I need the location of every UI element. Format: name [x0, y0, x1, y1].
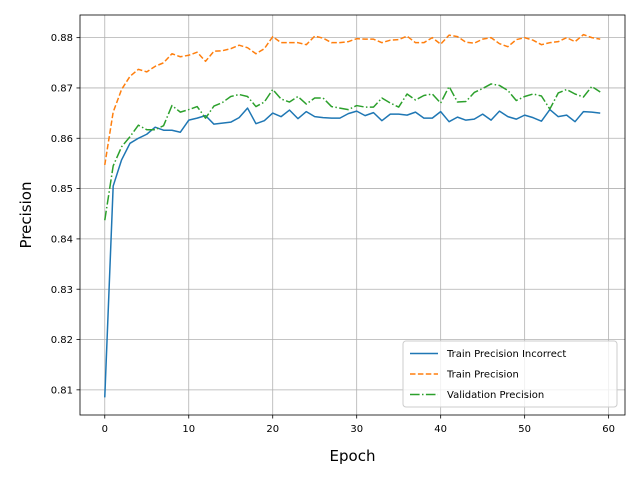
x-tick-label: 20	[266, 424, 279, 435]
y-tick-label: 0.81	[51, 385, 73, 396]
y-tick-label: 0.87	[51, 84, 73, 95]
legend-box	[402, 340, 618, 408]
series-line-0	[104, 107, 601, 398]
series-lines	[104, 33, 601, 398]
series-line-1	[104, 33, 601, 166]
x-tick-label: 0	[102, 424, 108, 435]
x-axis-label: Epoch	[330, 447, 376, 465]
y-tick-label: 0.88	[51, 33, 73, 44]
legend-label-2: Validation Precision	[447, 390, 544, 401]
y-tick-label: 0.82	[51, 335, 73, 346]
x-tick-label: 50	[518, 424, 531, 435]
axis-ticks: 0 10 20 30 40 50 60 0.81 0.82 0.83 0.84 0.85 0.86 0.8…	[51, 33, 615, 435]
x-tick-label: 30	[350, 424, 363, 435]
y-tick-label: 0.85	[51, 184, 73, 195]
x-tick-label: 10	[182, 424, 195, 435]
x-tick-label: 60	[602, 424, 615, 435]
legend-label-1: Train Precision	[446, 370, 519, 381]
y-tick-label: 0.83	[51, 285, 73, 296]
y-tick-label: 0.86	[51, 134, 73, 145]
legend: Train Precision Incorrect Train Precision…	[402, 340, 618, 408]
x-tick-label: 40	[434, 424, 447, 435]
y-tick-label: 0.84	[51, 234, 73, 245]
plot-frame	[79, 14, 626, 416]
series-line-2	[104, 83, 601, 221]
y-axis-label: Precision	[17, 182, 35, 249]
legend-label-0: Train Precision Incorrect	[446, 349, 566, 360]
